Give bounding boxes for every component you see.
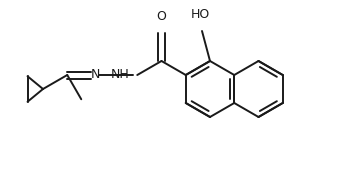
- Text: N: N: [91, 68, 100, 82]
- Text: HO: HO: [190, 8, 210, 21]
- Text: NH: NH: [110, 68, 129, 82]
- Text: O: O: [157, 10, 167, 23]
